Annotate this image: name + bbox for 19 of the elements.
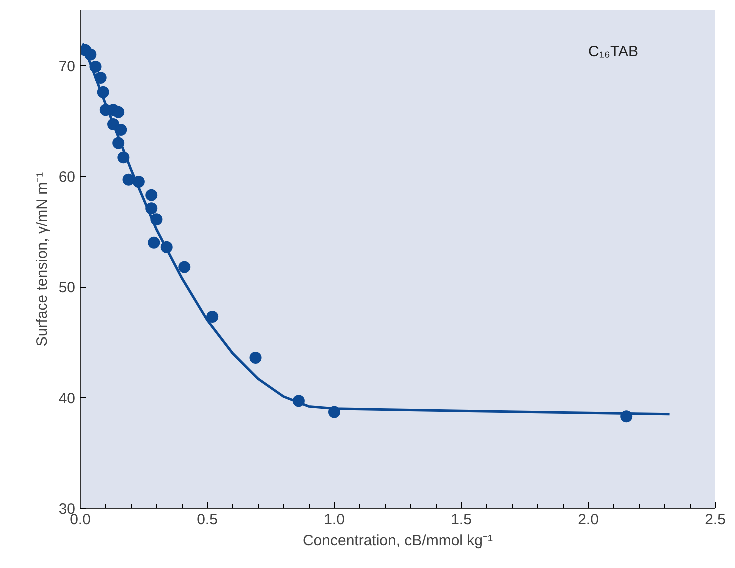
point [122, 174, 135, 186]
y-tick-label: 50 [58, 280, 76, 297]
point [112, 106, 125, 118]
x-tick-label: 2.0 [578, 512, 599, 528]
point [146, 189, 158, 202]
y-tick-label: 60 [58, 169, 76, 186]
x-axis-title: Concentration, cB/mmol kg⁻¹ [302, 532, 494, 550]
point [148, 236, 160, 249]
point [178, 261, 191, 274]
x-tick-label: 0.5 [197, 512, 218, 528]
point [206, 311, 219, 324]
x-tick-label: 1.5 [451, 512, 472, 528]
annotation: C₁₆TAB [588, 43, 639, 60]
y-tick-label: 40 [58, 390, 76, 408]
point [250, 352, 262, 364]
y-axis-title: Surface tension, γ/mN m⁻¹ [34, 172, 51, 347]
x-tick-label: 1.0 [324, 512, 345, 528]
y-tick-label: 70 [58, 58, 76, 76]
x-tick-label: 2.5 [705, 512, 726, 528]
